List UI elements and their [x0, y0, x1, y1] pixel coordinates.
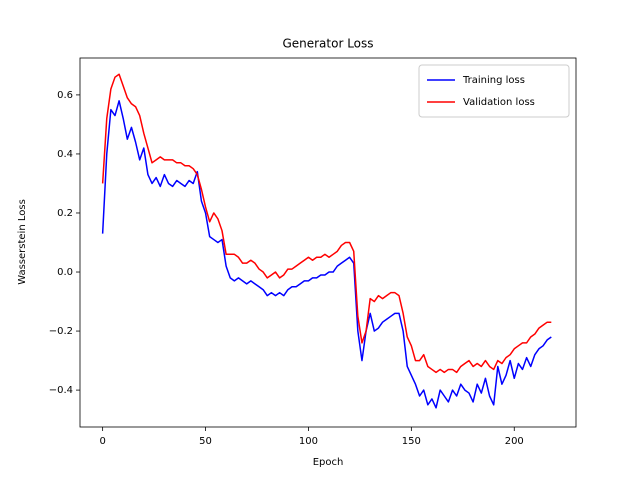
y-tick-label: −0.2	[49, 326, 73, 337]
x-axis-label: Epoch	[313, 457, 344, 468]
y-tick-label: 0.2	[57, 208, 73, 219]
x-tick-label: 50	[199, 436, 212, 447]
x-tick-label: 100	[299, 436, 318, 447]
axes-frame	[79, 57, 577, 428]
y-tick-label: 0.4	[57, 149, 73, 160]
chart-title: Generator Loss	[282, 37, 373, 51]
x-tick-label: 150	[402, 436, 421, 447]
line-series	[101, 100, 552, 409]
y-axis-label: Wasserstein Loss	[17, 199, 28, 285]
y-tick-label: −0.4	[49, 385, 73, 396]
y-tick-label: 0.0	[57, 267, 73, 278]
legend-label: Validation loss	[463, 97, 535, 108]
legend-label: Training loss	[462, 75, 525, 86]
x-tick-label: 200	[505, 436, 524, 447]
line-series	[101, 73, 552, 374]
x-tick-label: 0	[99, 436, 105, 447]
legend-box	[418, 64, 570, 118]
y-tick-label: 0.6	[57, 90, 73, 101]
